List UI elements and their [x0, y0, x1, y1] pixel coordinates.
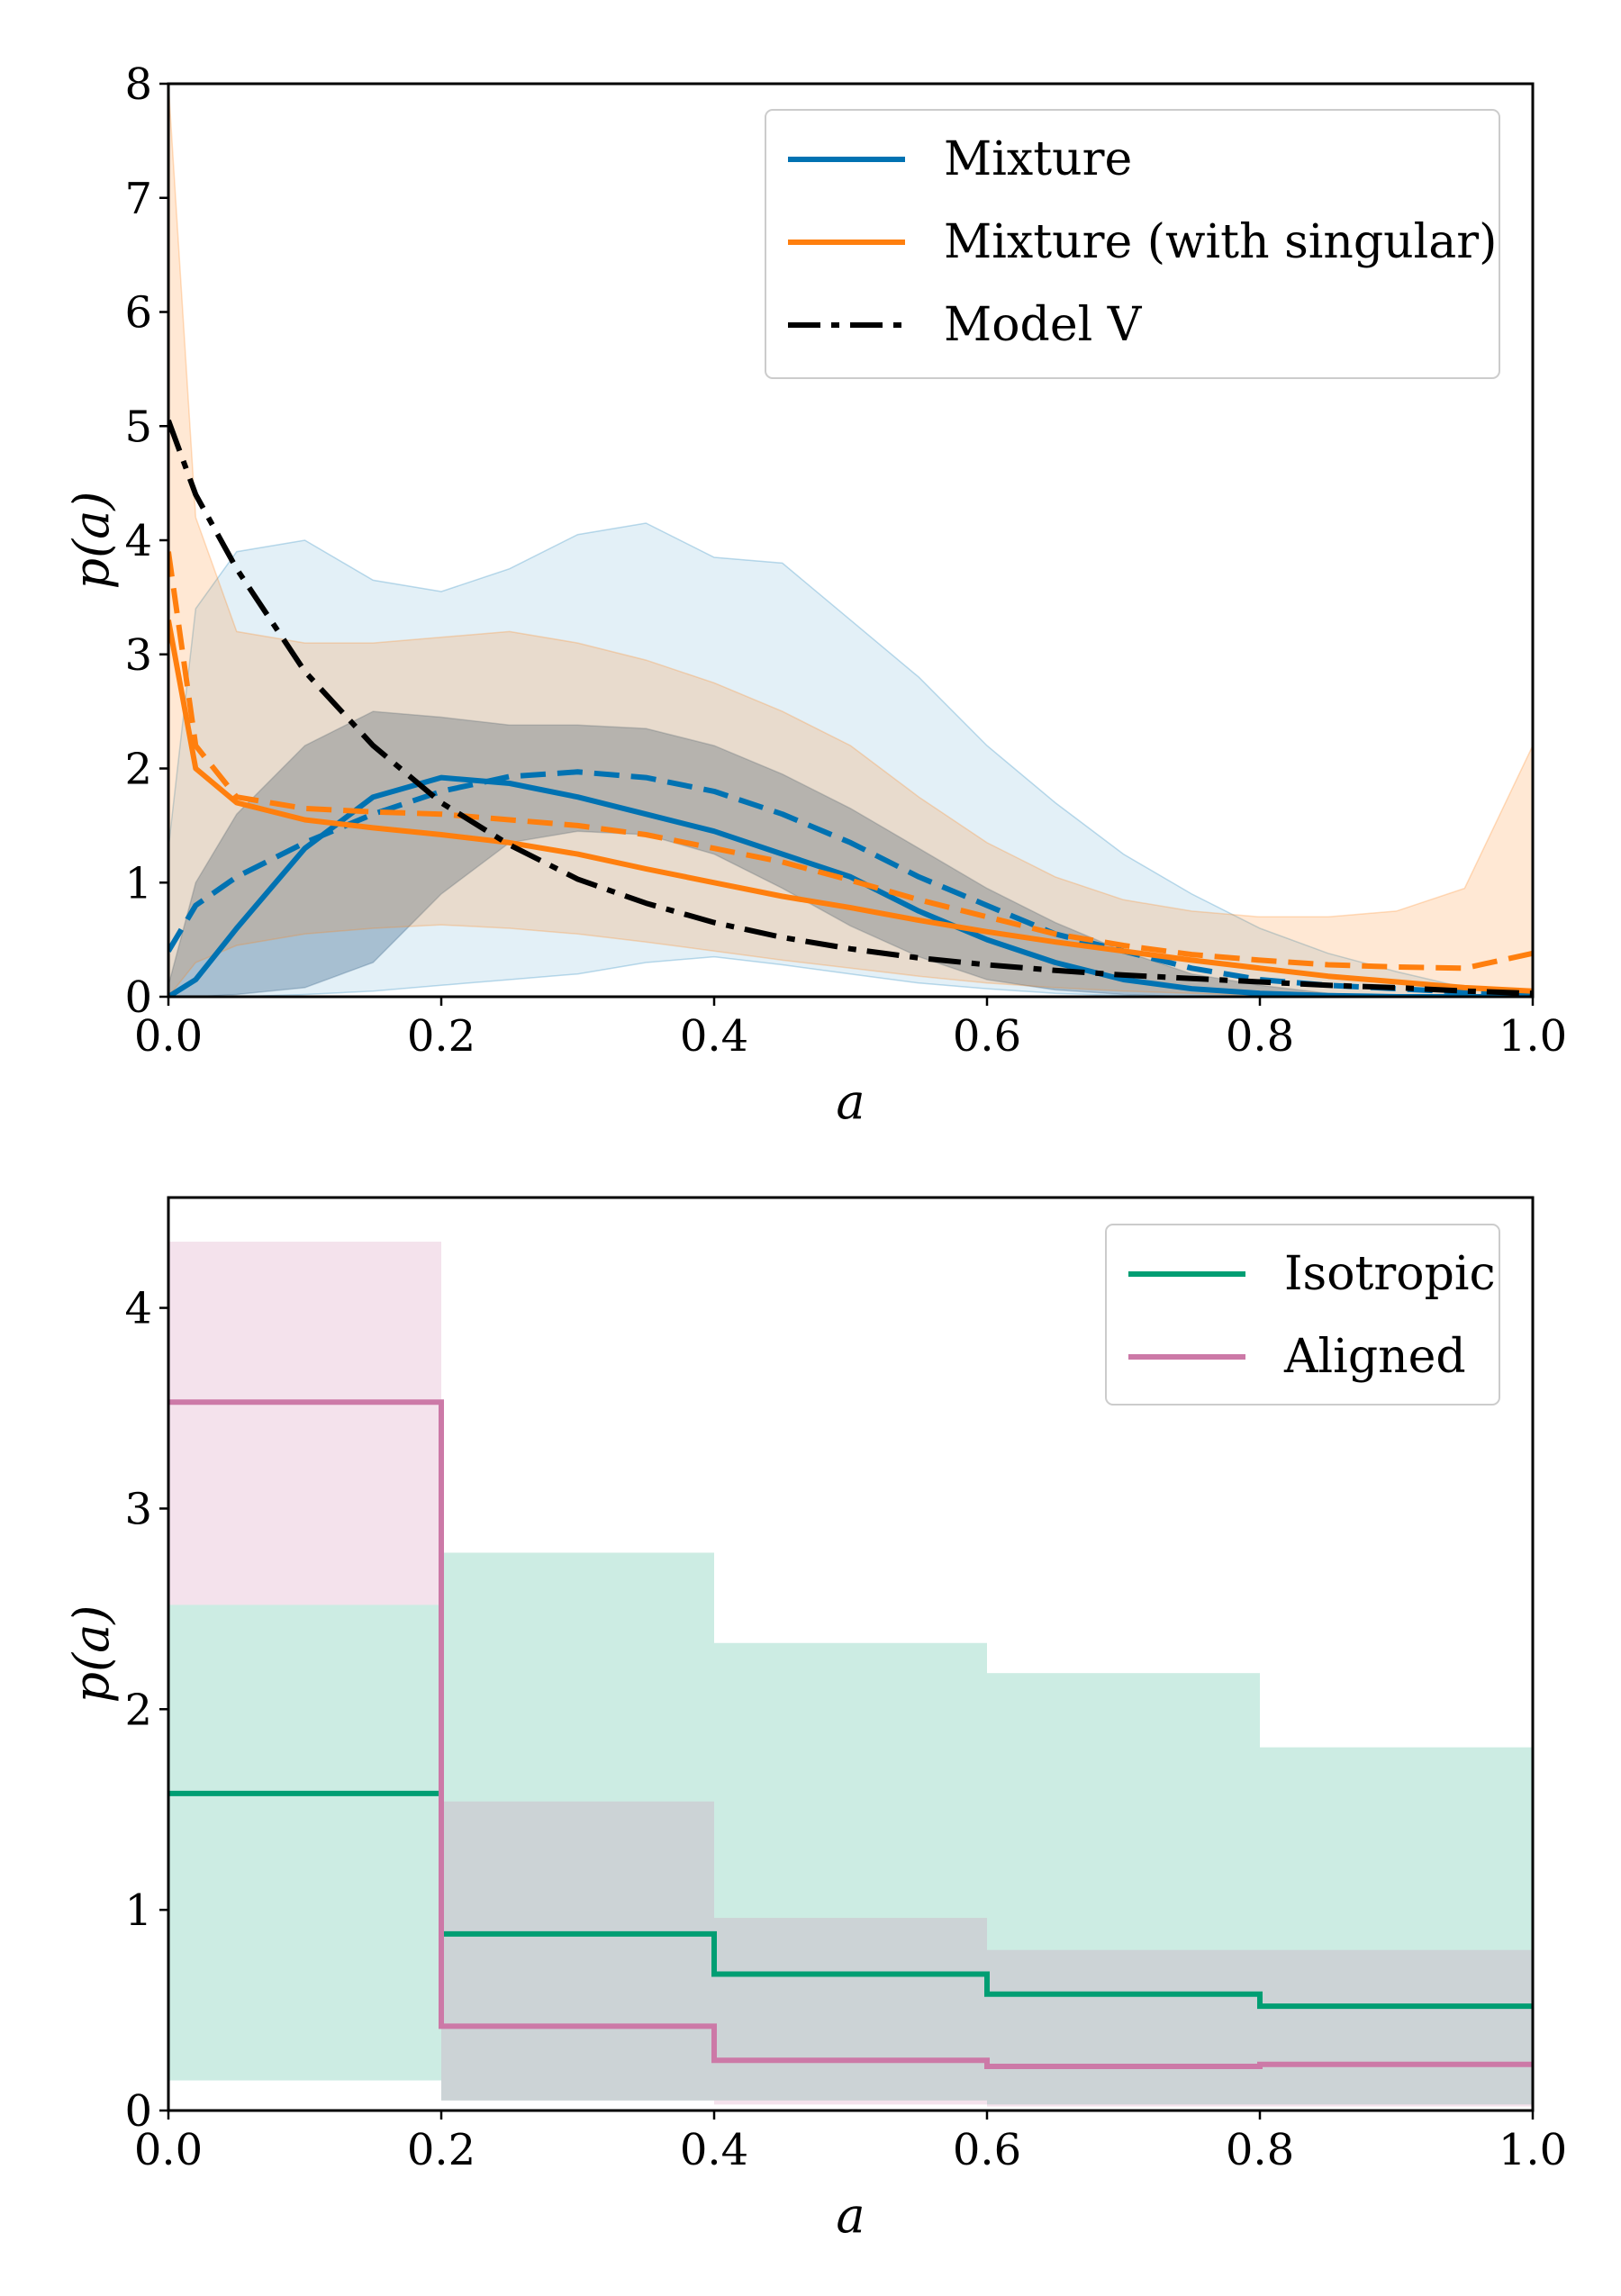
chart-0-legend-label-1: Mixture (with singular)	[944, 215, 1497, 269]
chart-0-x-axis-label: a	[836, 1073, 865, 1130]
chart-1-y-tick-label: 0	[124, 2086, 152, 2137]
chart-1-x-tick-label: 1.0	[1499, 2125, 1567, 2175]
chart-0-band-2	[168, 84, 1533, 997]
chart-0-y-tick-label: 4	[124, 516, 152, 566]
chart-1-band-0-bin-0	[168, 1604, 441, 2081]
chart-1-band-1-bin-0	[168, 1242, 441, 1605]
chart-1-band-0-bin-3	[987, 1673, 1260, 2105]
chart-1-legend-label-1: Aligned	[1283, 1330, 1466, 1384]
chart-0-y-tick-label: 6	[124, 288, 152, 339]
chart-0-plot-area	[168, 84, 1533, 997]
chart-0-y-tick-label: 7	[124, 174, 152, 224]
chart-1-y-tick-label: 4	[124, 1284, 152, 1334]
chart-1-x-axis-label: a	[836, 2187, 865, 2244]
top-panel: 0.0 0.2 0.4 0.6 0.8 1.0 0 1 2 3 4 5 6 7 8 a p(a) Mixture M…	[63, 59, 1567, 1130]
chart-1-band-1-bin-2	[714, 1918, 987, 2105]
chart-0-y-tick-label: 8	[124, 59, 152, 110]
chart-0-x-tick-label: 0.4	[680, 1011, 748, 1062]
bottom-panel: 0.0 0.2 0.4 0.6 0.8 1.0 0 1 2 3 4 a p(a) Isotropic Ali…	[63, 1196, 1567, 2244]
chart-1-x-tick-label: 0.6	[953, 2125, 1021, 2175]
chart-0-x-tick-label: 0.0	[134, 1011, 203, 1062]
chart-0-y-tick-label: 5	[124, 402, 152, 452]
chart-0-x-tick-label: 0.2	[407, 1011, 475, 1062]
chart-0-series-3	[168, 551, 1533, 972]
chart-0-series-1	[168, 769, 1533, 997]
chart-0-band-0	[168, 522, 1533, 997]
chart-1-y-tick-label: 1	[124, 1885, 152, 1936]
chart-1-x-tick-label: 0.0	[134, 2125, 203, 2175]
chart-1-x-tick-label: 0.8	[1226, 2125, 1294, 2175]
chart-0-y-tick-label: 0	[124, 972, 152, 1023]
chart-1-y-axis-label: p(a)	[63, 1605, 120, 1704]
chart-0-x-tick-label: 0.8	[1226, 1011, 1294, 1062]
chart-1-x-tick-label: 0.2	[407, 2125, 475, 2175]
chart-1-y-tick-label: 2	[124, 1685, 152, 1735]
chart-0-legend	[765, 109, 1500, 379]
chart-1-y-tick-label: 3	[124, 1484, 152, 1534]
chart-0-y-tick-label: 2	[124, 745, 152, 795]
chart-1-plot-area	[168, 1242, 1533, 2107]
chart-1-plot-frame	[167, 1196, 1535, 2112]
chart-1-band-1-bin-3	[987, 1949, 1260, 2107]
chart-0-y-axis-label: p(a)	[63, 492, 120, 590]
chart-0-x-tick-label: 0.6	[953, 1011, 1021, 1062]
chart-1-band-0-bin-2	[714, 1642, 987, 2101]
chart-0-legend-label-0: Mixture	[944, 132, 1132, 186]
chart-0-series-4	[168, 419, 1533, 997]
chart-0-x-tick-label: 1.0	[1499, 1011, 1567, 1062]
chart-0-series-2	[168, 619, 1533, 994]
chart-1-x-tick-label: 0.4	[680, 2125, 748, 2175]
chart-0-legend-label-2: Model V	[944, 298, 1143, 352]
chart-0-y-tick-label: 3	[124, 630, 152, 681]
chart-1-legend-label-0: Isotropic	[1284, 1247, 1496, 1301]
chart-0-y-tick-label: 1	[124, 858, 152, 908]
chart-1-band-0-bin-4	[1260, 1747, 1533, 2105]
chart-1-band-1-bin-4	[1260, 1949, 1533, 2107]
chart-1-band-0-bin-1	[441, 1552, 714, 2101]
chart-1-band-1-bin-1	[441, 1801, 714, 2101]
